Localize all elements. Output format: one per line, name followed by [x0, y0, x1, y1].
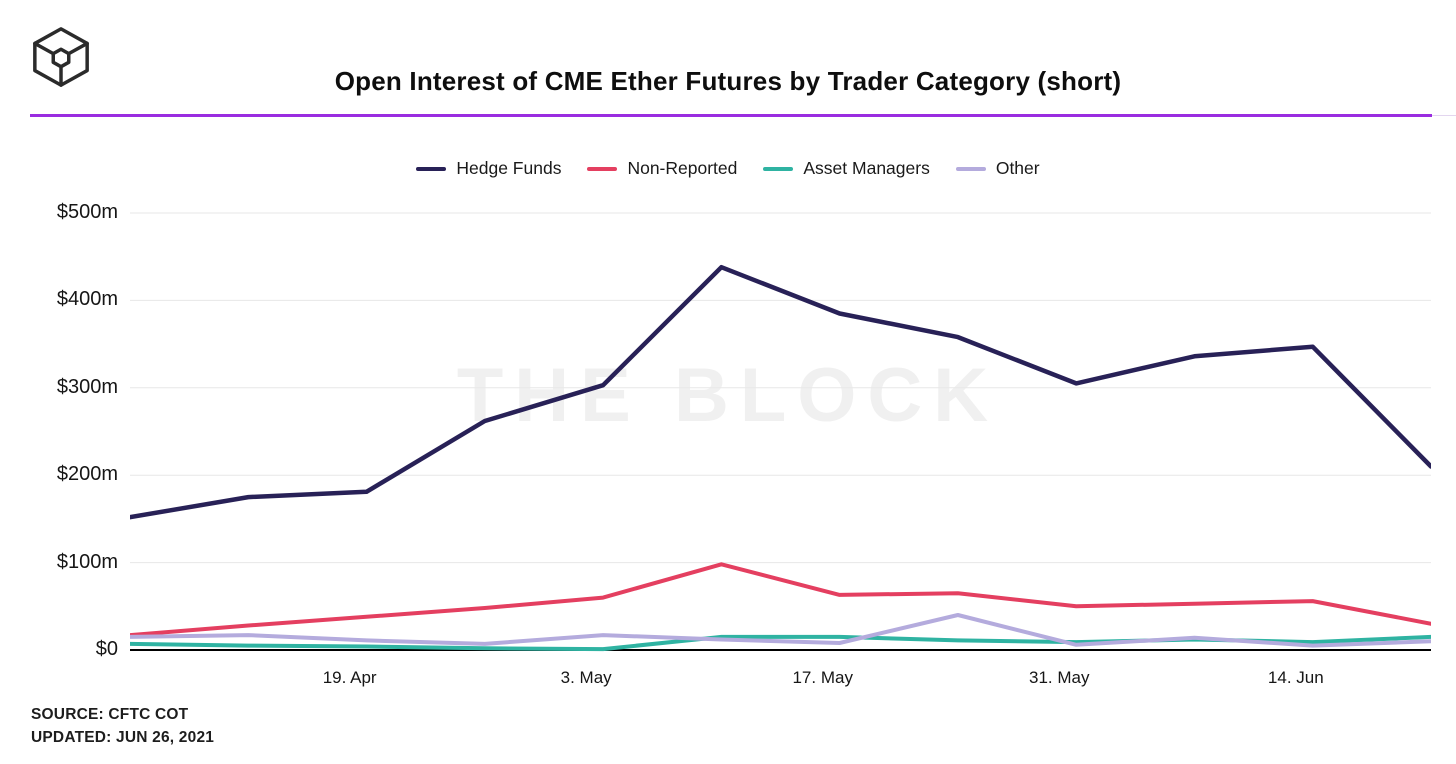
legend-swatch-icon	[955, 166, 986, 171]
x-tick-label: 17. May	[792, 668, 853, 687]
series-line-other[interactable]	[130, 613, 1431, 648]
x-tick-label: 14. Jun	[1267, 668, 1324, 687]
legend-label: Other	[995, 158, 1040, 178]
y-tick-label: $500m	[56, 201, 118, 223]
legend-swatch-icon	[416, 166, 447, 171]
updated-label: UPDATED: JUN 26, 2021	[31, 729, 215, 746]
watermark: THE BLOCK	[456, 353, 1000, 438]
legend: Hedge Funds Non-Reported Asset Managers Oth…	[0, 158, 1456, 179]
cube-logo-icon	[30, 26, 92, 88]
y-tick-label: $0	[95, 638, 118, 660]
y-tick-label: $100m	[56, 550, 118, 573]
series-line-hedge-funds[interactable]	[130, 264, 1431, 520]
source-label: SOURCE: CFTC COT	[31, 706, 189, 723]
chart-canvas[interactable]	[130, 211, 1431, 652]
legend-item-non-reported[interactable]: Non-Reported	[587, 158, 737, 179]
chart-title: Open Interest of CME Ether Futures by Tr…	[334, 66, 1122, 97]
x-tick-label: 3. May	[560, 668, 612, 687]
accent-rule-tail	[1432, 115, 1456, 116]
series-line-non-reported[interactable]	[130, 562, 1431, 638]
legend-swatch-icon	[587, 166, 618, 171]
y-tick-label: $200m	[56, 463, 118, 486]
x-tick-label: 19. Apr	[322, 668, 377, 687]
legend-label: Asset Managers	[803, 158, 930, 178]
y-tick-label: $300m	[56, 375, 118, 398]
accent-rule	[30, 114, 1432, 117]
legend-item-asset-managers[interactable]: Asset Managers	[763, 158, 930, 179]
x-tick-label: 31. May	[1029, 668, 1090, 687]
legend-label: Hedge Funds	[456, 158, 562, 178]
legend-swatch-icon	[763, 166, 794, 171]
y-tick-label: $400m	[56, 288, 118, 311]
chart-footer: SOURCE: CFTC COT UPDATED: JUN 26, 2021	[31, 703, 214, 749]
legend-item-other[interactable]: Other	[955, 158, 1040, 179]
legend-label: Non-Reported	[627, 158, 738, 178]
legend-item-hedge-funds[interactable]: Hedge Funds	[416, 158, 561, 179]
